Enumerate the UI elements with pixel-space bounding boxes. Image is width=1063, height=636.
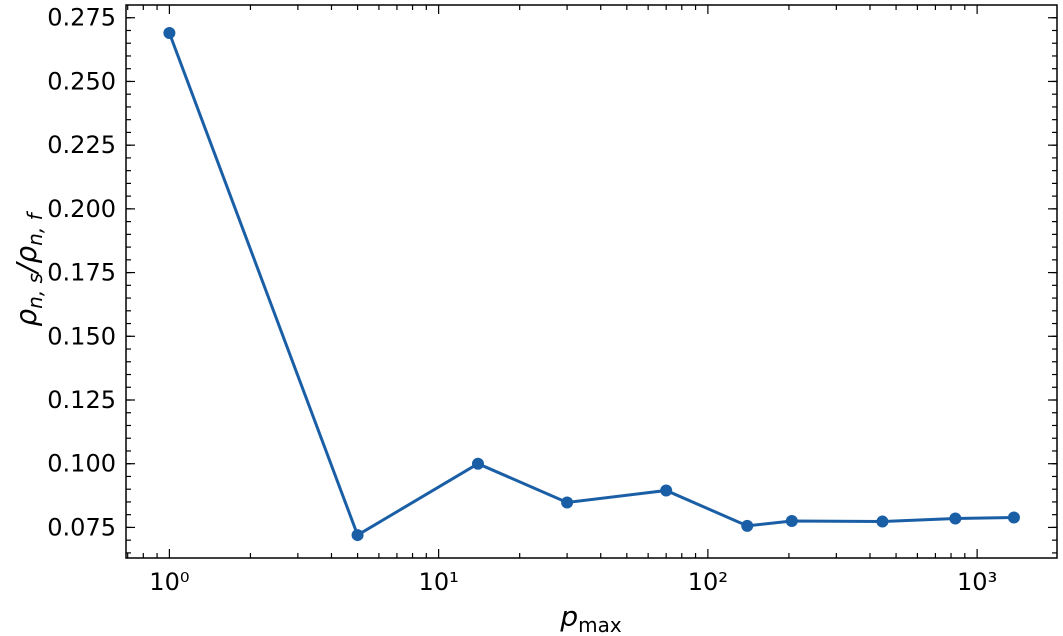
- marker: [785, 515, 798, 528]
- y-tick-label: 0.175: [47, 259, 116, 287]
- x-label-sub: max: [578, 613, 622, 636]
- x-label-base: p: [559, 600, 578, 633]
- y-label-sub: n, s: [23, 273, 47, 309]
- y-axis-label: ρn, s/ρn, f: [10, 210, 47, 326]
- plot-frame: [125, 4, 1058, 559]
- marker: [561, 496, 574, 509]
- y-tick-label: 0.250: [47, 67, 116, 95]
- y-tick-label: 0.275: [47, 4, 116, 32]
- y-tick-label: 0.125: [47, 386, 116, 414]
- y-label-sub: n, f: [23, 210, 47, 245]
- marker: [1007, 511, 1020, 524]
- x-tick-label: 10⁰: [149, 568, 189, 596]
- y-label-part: ρ: [10, 309, 43, 327]
- y-tick-label: 0.075: [47, 513, 116, 541]
- marker: [949, 512, 962, 525]
- marker: [741, 519, 754, 532]
- y-tick-label: 0.200: [47, 195, 116, 223]
- marker: [876, 515, 889, 528]
- marker: [351, 529, 364, 542]
- x-axis-label: pmax: [559, 600, 622, 636]
- marker: [163, 27, 176, 40]
- x-tick-label: 10³: [957, 568, 997, 596]
- x-tick-label: 10²: [688, 568, 728, 596]
- y-label-part: /ρ: [10, 246, 43, 276]
- marker: [471, 457, 484, 470]
- y-tick-label: 0.100: [47, 450, 116, 478]
- y-tick-label: 0.150: [47, 322, 116, 350]
- x-tick-label: 10¹: [419, 568, 459, 596]
- line: [167, 32, 1014, 538]
- y-tick-label: 0.225: [47, 131, 116, 159]
- marker: [660, 484, 673, 497]
